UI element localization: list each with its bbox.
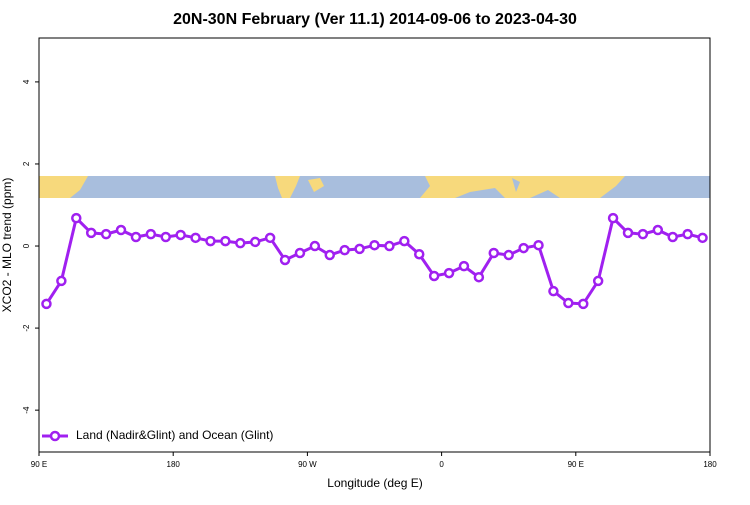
- data-point: [145, 228, 157, 240]
- data-point: [473, 271, 485, 283]
- data-point: [563, 297, 574, 309]
- data-point: [354, 243, 365, 255]
- data-point: [175, 229, 186, 241]
- y-tick-label: -4: [22, 406, 31, 414]
- data-point: [235, 237, 246, 249]
- data-point: [309, 240, 321, 252]
- data-point: [667, 231, 678, 243]
- data-point: [622, 227, 634, 239]
- data-point: [384, 240, 395, 252]
- data-point: [428, 270, 440, 282]
- data-point: [339, 244, 350, 256]
- legend-marker: [49, 430, 61, 442]
- data-point: [413, 248, 425, 260]
- data-point: [71, 212, 82, 224]
- data-point: [100, 228, 112, 240]
- data-point: [578, 298, 589, 310]
- x-tick-label: 0: [439, 460, 444, 469]
- data-point: [607, 212, 619, 224]
- chart-title: 20N-30N February (Ver 11.1) 2014-09-06 t…: [173, 11, 577, 28]
- data-point: [56, 275, 67, 287]
- y-tick-label: -2: [22, 324, 31, 332]
- data-point: [637, 228, 649, 240]
- x-tick-label: 180: [703, 460, 717, 469]
- data-point: [518, 242, 529, 254]
- data-point: [85, 227, 97, 239]
- data-point: [160, 231, 171, 243]
- data-point: [548, 285, 559, 297]
- data-point: [399, 235, 410, 247]
- y-tick-label: 0: [22, 243, 31, 248]
- map-strip: [39, 176, 710, 198]
- data-point: [205, 235, 216, 247]
- data-point: [443, 267, 455, 279]
- data-point: [130, 231, 142, 243]
- data-point: [249, 236, 261, 248]
- data-point: [115, 224, 127, 236]
- series-line: [45, 215, 703, 306]
- data-point: [533, 239, 544, 251]
- x-tick-label: 90 E: [31, 460, 47, 469]
- data-point: [220, 235, 231, 247]
- y-tick-label: 2: [22, 161, 31, 166]
- data-point: [652, 224, 664, 236]
- data-point: [458, 260, 470, 272]
- data-point: [592, 275, 604, 287]
- data-point: [264, 232, 276, 244]
- data-point: [41, 298, 52, 310]
- y-axis-label: XCO2 - MLO trend (ppm): [0, 178, 14, 313]
- x-tick-label: 90 W: [298, 460, 317, 469]
- legend-label: Land (Nadir&Glint) and Ocean (Glint): [76, 428, 273, 442]
- data-point: [279, 254, 291, 266]
- data-point: [324, 249, 336, 261]
- x-tick-label: 180: [167, 460, 181, 469]
- x-axis-label: Longitude (deg E): [327, 476, 422, 490]
- x-tick-label: 90 E: [568, 460, 584, 469]
- data-point: [488, 247, 500, 259]
- plot-frame: [38, 37, 711, 453]
- data-point: [697, 232, 708, 244]
- data-point: [503, 249, 514, 261]
- data-point: [294, 247, 306, 259]
- data-point: [682, 228, 693, 240]
- y-tick-label: 4: [22, 79, 31, 84]
- data-point: [369, 239, 380, 251]
- data-point: [190, 232, 201, 244]
